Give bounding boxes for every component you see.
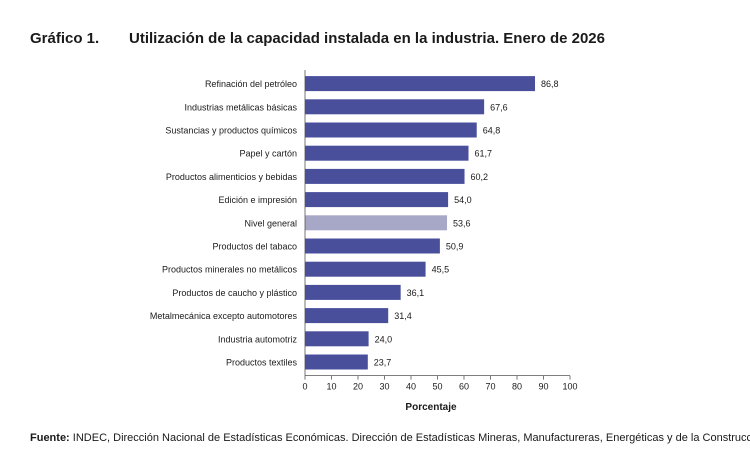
bar-productos-minerales-no-metalicos	[305, 261, 426, 277]
bar-nivel-general	[305, 215, 448, 231]
x-tick-label: 30	[379, 382, 389, 392]
category-label: Industria automotriz	[218, 334, 298, 344]
x-tick-label: 80	[512, 382, 522, 392]
bar-productos-del-tabaco	[305, 238, 440, 254]
bar-productos-alimenticios-y-bebidas	[305, 168, 465, 184]
bars-group	[305, 76, 536, 370]
category-label: Productos de caucho y plástico	[172, 288, 297, 298]
value-label: 36,1	[407, 288, 425, 298]
x-tick-label: 70	[485, 382, 495, 392]
category-label: Papel y cartón	[239, 149, 297, 159]
bar-industria-automotriz	[305, 331, 369, 347]
category-labels: Refinación del petróleo Industrias metáli…	[150, 79, 298, 367]
bar-edicion-e-impresion	[305, 192, 449, 208]
value-label: 45,5	[432, 265, 450, 275]
value-label: 53,6	[453, 218, 471, 228]
category-label: Industrias metálicas básicas	[184, 102, 297, 112]
category-label: Metalmecánica excepto automotores	[150, 311, 298, 321]
chart-title: Utilización de la capacidad instalada en…	[129, 30, 605, 47]
value-label: 50,9	[446, 242, 464, 252]
source-prefix: Fuente:	[30, 432, 70, 444]
x-tick-label: 0	[302, 382, 307, 392]
value-label: 61,7	[475, 149, 493, 159]
category-label: Productos alimenticios y bebidas	[166, 172, 298, 182]
value-label: 23,7	[374, 358, 392, 368]
category-label: Edición e impresión	[218, 195, 297, 205]
x-axis: 0 10 20 30 40 50 60 70 80 90 100	[302, 70, 578, 392]
bar-industrias-metalicas-basicas	[305, 99, 485, 115]
category-label: Nivel general	[244, 218, 297, 228]
x-axis-label: Porcentaje	[405, 402, 457, 413]
x-tick-label: 100	[562, 382, 577, 392]
category-label: Productos del tabaco	[212, 242, 297, 252]
x-tick-label: 50	[432, 382, 442, 392]
figure-label: Gráfico 1.	[30, 30, 100, 47]
x-tick-label: 60	[459, 382, 469, 392]
x-tick-label: 10	[326, 382, 336, 392]
value-label: 67,6	[490, 102, 508, 112]
category-label: Productos textiles	[226, 358, 298, 368]
bar-metalmecanica-excepto-automotores	[305, 308, 389, 324]
category-label: Sustancias y productos químicos	[165, 126, 297, 136]
value-label: 60,2	[471, 172, 489, 182]
value-label: 24,0	[375, 334, 393, 344]
value-label: 31,4	[394, 311, 412, 321]
bar-sustancias-y-productos-quimicos	[305, 122, 477, 138]
bar-papel-y-carton	[305, 145, 469, 161]
category-label: Productos minerales no metálicos	[162, 265, 298, 275]
bar-productos-textiles	[305, 354, 368, 370]
bar-refinacion-del-petroleo	[305, 76, 536, 92]
value-label: 54,0	[454, 195, 472, 205]
value-label: 86,8	[541, 79, 559, 89]
x-tick-label: 90	[538, 382, 548, 392]
value-label: 64,8	[483, 126, 501, 136]
source-note: Fuente: INDEC, Dirección Nacional de Est…	[30, 432, 750, 444]
x-tick-label: 40	[406, 382, 416, 392]
category-label: Refinación del petróleo	[205, 79, 297, 89]
bar-productos-de-caucho-y-plastico	[305, 284, 401, 300]
source-text: INDEC, Dirección Nacional de Estadística…	[72, 432, 750, 444]
value-labels: 86,8 67,6 64,8 61,7 60,2 54,0 53,6 50,9 45,5 36,1…	[374, 79, 559, 367]
x-tick-label: 20	[353, 382, 363, 392]
